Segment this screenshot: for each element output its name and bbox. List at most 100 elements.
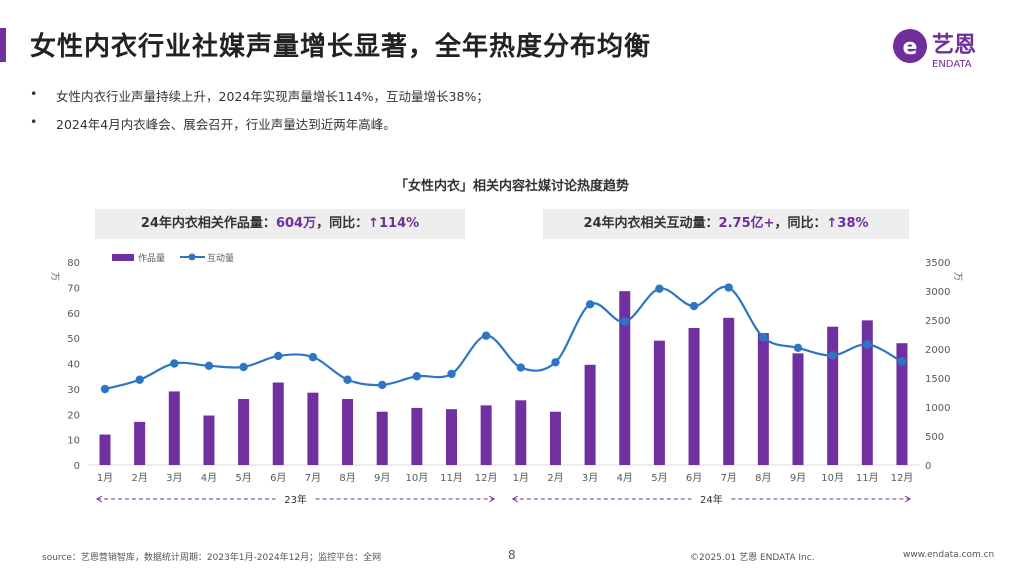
bar-作品量 bbox=[896, 343, 908, 465]
arrow-left-icon bbox=[511, 495, 519, 503]
page-title: 女性内衣行业社媒声量增长显著，全年热度分布均衡 bbox=[30, 32, 652, 62]
svg-text:e: e bbox=[903, 35, 918, 60]
line-point bbox=[516, 363, 525, 372]
bar-作品量 bbox=[272, 382, 284, 465]
legend-label: 作品量 bbox=[138, 252, 165, 264]
x-tick-label: 10月 bbox=[821, 472, 844, 484]
left-tick-label: 80 bbox=[67, 258, 80, 269]
line-互动量 bbox=[104, 285, 903, 391]
line-point bbox=[239, 362, 248, 372]
bar-作品量 bbox=[238, 399, 250, 465]
line-point bbox=[620, 317, 629, 326]
x-tick-label: 11月 bbox=[440, 472, 463, 484]
arrow-right-icon bbox=[904, 495, 911, 503]
line-point bbox=[897, 357, 907, 366]
bar-作品量 bbox=[515, 400, 527, 465]
x-tick-label: 1月 bbox=[97, 472, 113, 484]
line-point bbox=[551, 358, 560, 367]
left-tick-label: 0 bbox=[74, 461, 80, 472]
line-point bbox=[308, 352, 318, 362]
line-point bbox=[828, 351, 837, 360]
website-link[interactable]: www.endata.com.cn bbox=[903, 550, 995, 560]
right-tick-label: 2000 bbox=[925, 345, 950, 356]
x-tick-label: 5月 bbox=[651, 472, 667, 484]
right-tick-label: 1500 bbox=[925, 374, 950, 385]
x-tick-label: 6月 bbox=[686, 472, 702, 484]
bar-作品量 bbox=[619, 291, 631, 465]
bullet-text: 女性内衣行业声量持续上升，2024年实现声量增长114%，互动量增长38%； bbox=[56, 89, 489, 104]
line-point bbox=[759, 333, 768, 342]
legend-bar-swatch bbox=[112, 254, 134, 261]
x-tick-label: 11月 bbox=[856, 472, 879, 484]
bullet-text: 2024年4月内衣峰会、展会召开，行业声量达到近两年高峰。 bbox=[56, 117, 396, 132]
x-tick-label: 2月 bbox=[131, 472, 147, 484]
line-point bbox=[170, 359, 179, 368]
x-tick-label: 12月 bbox=[475, 472, 498, 484]
bullet-item: • 女性内衣行业声量持续上升，2024年实现声量增长114%，互动量增长38%； bbox=[30, 86, 489, 104]
bar-作品量 bbox=[307, 392, 319, 465]
x-tick-label: 7月 bbox=[721, 472, 737, 484]
legend-line-marker bbox=[188, 253, 196, 261]
arrow-left-icon bbox=[96, 495, 103, 503]
line-point bbox=[793, 343, 803, 353]
x-tick-label: 9月 bbox=[790, 472, 806, 484]
bar-作品量 bbox=[688, 327, 700, 465]
bar-作品量 bbox=[861, 320, 873, 465]
summary-interactions: 24年内衣相关互动量：2.75亿+，同比：↑38% bbox=[543, 209, 909, 239]
x-tick-label: 12月 bbox=[891, 472, 914, 484]
right-axis-unit: 万 bbox=[952, 272, 962, 281]
bullet-item: • 2024年4月内衣峰会、展会召开，行业声量达到近两年高峰。 bbox=[30, 114, 396, 132]
bar-作品量 bbox=[549, 411, 561, 465]
copyright: ©2025.01 艺恩 ENDATA Inc. bbox=[690, 553, 815, 563]
bullet-list: • 女性内衣行业声量持续上升，2024年实现声量增长114%，互动量增长38%； … bbox=[30, 86, 489, 142]
left-tick-label: 10 bbox=[67, 436, 80, 447]
line-point bbox=[343, 375, 352, 384]
line-point bbox=[135, 375, 144, 384]
x-tick-label: 3月 bbox=[166, 472, 182, 484]
bar-作品量 bbox=[203, 415, 215, 465]
bar-作品量 bbox=[134, 421, 146, 465]
svg-text:ENDATA: ENDATA bbox=[932, 59, 972, 70]
left-tick-label: 50 bbox=[67, 334, 80, 345]
left-tick-label: 30 bbox=[67, 385, 80, 396]
x-tick-label: 8月 bbox=[755, 472, 771, 484]
line-point bbox=[724, 283, 733, 292]
right-tick-label: 3000 bbox=[925, 287, 950, 298]
summary-works: 24年内衣相关作品量：604万，同比：↑114% bbox=[95, 209, 465, 239]
bar-作品量 bbox=[584, 364, 596, 465]
group-label: 24年 bbox=[700, 493, 723, 506]
bar-作品量 bbox=[653, 340, 665, 465]
right-tick-label: 3500 bbox=[925, 258, 950, 269]
line-point bbox=[689, 301, 699, 311]
bar-作品量 bbox=[827, 326, 839, 465]
page-number: 8 bbox=[508, 548, 516, 562]
bar-作品量 bbox=[757, 333, 769, 465]
bar-作品量 bbox=[411, 407, 423, 465]
x-tick-label: 7月 bbox=[305, 472, 321, 484]
left-tick-label: 70 bbox=[67, 283, 80, 294]
right-tick-label: 2500 bbox=[925, 316, 950, 327]
line-point bbox=[274, 351, 283, 361]
bar-作品量 bbox=[342, 399, 354, 465]
title-accent-bar bbox=[0, 28, 6, 62]
legend-label: 互动量 bbox=[207, 253, 234, 264]
source-note: source：艺恩营销智库，数据统计周期：2023年1月-2024年12月；监控… bbox=[42, 553, 382, 563]
line-point bbox=[378, 380, 387, 390]
left-tick-label: 60 bbox=[67, 309, 80, 320]
line-point bbox=[100, 384, 110, 394]
x-tick-label: 3月 bbox=[582, 472, 598, 484]
right-tick-label: 500 bbox=[925, 432, 944, 443]
bar-作品量 bbox=[723, 317, 735, 465]
endata-logo: e 艺恩 ENDATA bbox=[893, 29, 976, 70]
group-label: 23年 bbox=[284, 493, 307, 506]
bar-作品量 bbox=[168, 391, 180, 465]
line-point bbox=[481, 331, 491, 340]
svg-text:艺恩: 艺恩 bbox=[932, 32, 976, 58]
x-tick-label: 10月 bbox=[405, 472, 428, 484]
left-axis-unit: 万 bbox=[49, 272, 59, 281]
x-tick-label: 4月 bbox=[201, 472, 217, 484]
line-point bbox=[412, 372, 422, 381]
chart-title: 「女性内衣」相关内容社媒讨论热度趋势 bbox=[394, 179, 629, 194]
right-tick-label: 1000 bbox=[925, 403, 950, 414]
